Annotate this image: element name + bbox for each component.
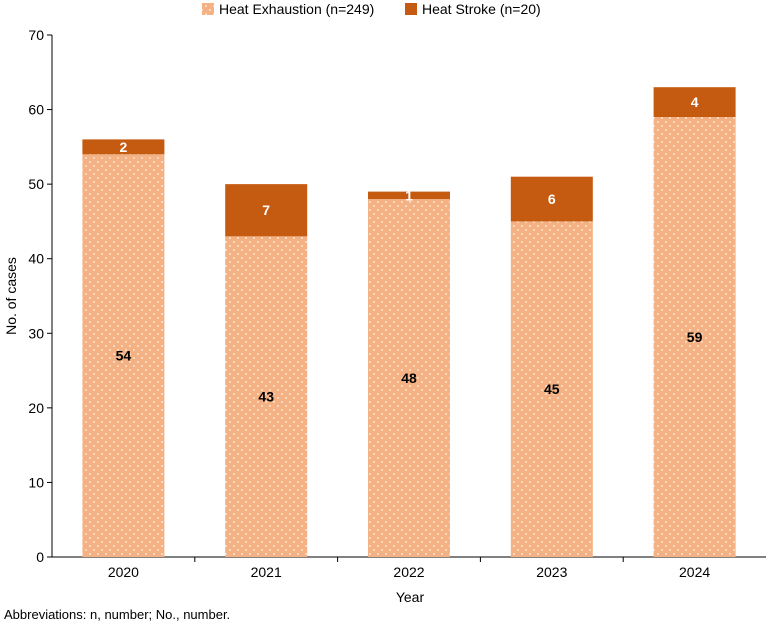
legend-swatch-heat-stroke (405, 3, 417, 15)
bar-heat-exhaustion-2022 (368, 199, 450, 558)
x-tick-label: 2020 (108, 564, 139, 580)
bar-heat-stroke-2023 (510, 176, 593, 222)
x-tick-label: 2024 (679, 564, 710, 580)
x-axis: 2020 2021 2022 2023 2024 (52, 556, 766, 580)
bar-heat-exhaustion-2023 (510, 221, 593, 557)
legend-swatch-heat-exhaustion (202, 3, 214, 15)
bar-heat-stroke-2022 (368, 191, 450, 200)
y-axis-title: No. of cases (3, 257, 19, 335)
data-label-heat-exhaustion: 59 (687, 329, 703, 345)
y-axis: 0 10 20 30 40 50 60 70 (28, 27, 53, 565)
data-label-heat-stroke: 7 (262, 202, 270, 218)
y-tick-label: 60 (28, 102, 44, 118)
bar-heat-stroke-2024 (653, 87, 736, 118)
y-tick-label: 20 (28, 400, 44, 416)
y-tick-label: 40 (28, 251, 44, 267)
footnote: Abbreviations: n, number; No., number. (4, 607, 230, 622)
y-tick-label: 70 (28, 27, 44, 43)
x-tick-label: 2021 (251, 564, 282, 580)
data-label-heat-exhaustion: 45 (544, 381, 560, 397)
bar-heat-stroke-2021 (225, 184, 308, 237)
data-label-heat-stroke: 2 (120, 139, 128, 155)
legend-label-heat-exhaustion: Heat Exhaustion (n=249) (219, 1, 374, 17)
data-label-heat-stroke: 6 (548, 191, 556, 207)
x-tick-label: 2022 (393, 564, 424, 580)
y-tick-label: 10 (28, 474, 44, 490)
bars: 54 2 43 7 48 1 45 6 59 4 (82, 87, 736, 558)
data-label-heat-exhaustion: 48 (401, 370, 417, 386)
data-label-heat-stroke: 1 (405, 187, 413, 203)
data-label-heat-stroke: 4 (691, 94, 699, 110)
bar-heat-exhaustion-2024 (653, 117, 736, 558)
bar-heat-stroke-2020 (82, 139, 165, 155)
x-tick-label: 2023 (536, 564, 567, 580)
bar-heat-exhaustion-2020 (82, 154, 165, 558)
legend-label-heat-stroke: Heat Stroke (n=20) (422, 1, 541, 17)
data-label-heat-exhaustion: 43 (258, 389, 274, 405)
y-tick-label: 50 (28, 176, 44, 192)
x-axis-title: Year (396, 589, 425, 605)
data-label-heat-exhaustion: 54 (116, 348, 132, 364)
y-tick-label: 0 (36, 549, 44, 565)
legend: Heat Exhaustion (n=249) Heat Stroke (n=20… (202, 1, 541, 17)
y-tick-label: 30 (28, 325, 44, 341)
bar-heat-exhaustion-2021 (225, 236, 308, 558)
